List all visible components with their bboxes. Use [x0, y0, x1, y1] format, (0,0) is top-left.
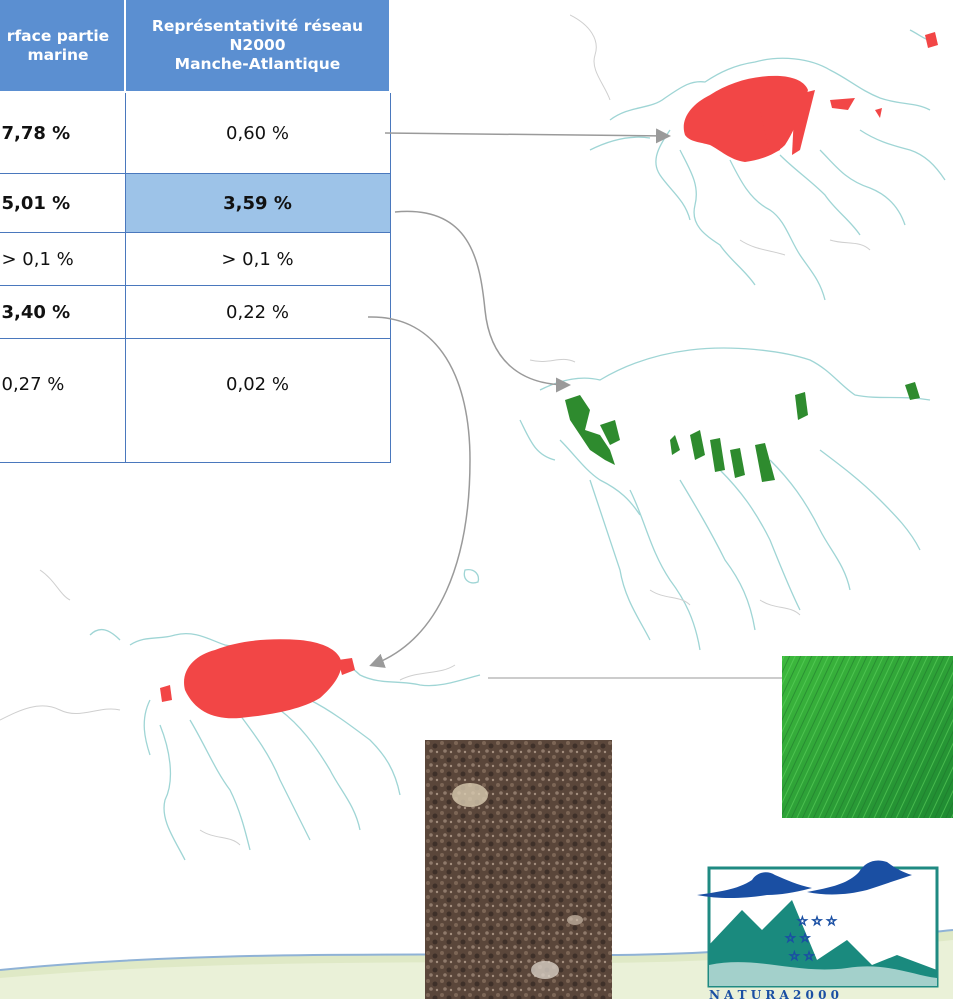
svg-text:☆ ☆ ☆: ☆ ☆ ☆ — [797, 914, 837, 928]
arrow-to-top-map — [384, 128, 671, 144]
bird-icon — [807, 860, 912, 895]
map-bottom-red-habitat — [0, 569, 481, 861]
seagrass-photo — [782, 656, 953, 818]
cell-representativite: 0,02 % — [124, 338, 391, 463]
arrow-to-middle-map — [394, 210, 571, 393]
map-middle-green-habitat — [519, 347, 931, 651]
table-row: 7,78 % 0,60 % — [0, 91, 391, 174]
cell-surface: > 0,1 % — [0, 232, 126, 286]
table-row: > 0,1 % > 0,1 % — [0, 232, 391, 286]
natura-2000-logo: ☆ ☆ ☆ ☆ ☆ ☆ ☆ N A T U R A 2 0 0 0 — [697, 860, 939, 999]
maerl-sediment-photo — [425, 740, 612, 999]
cell-representativite: > 0,1 % — [124, 232, 391, 286]
header-surface-marine: rface partie marine — [0, 0, 126, 93]
cell-representativite: 0,60 % — [124, 91, 391, 174]
svg-text:☆ ☆: ☆ ☆ — [789, 949, 814, 963]
cell-surface: 7,78 % — [0, 91, 126, 174]
eu-stars-icon: ☆ ☆ ☆ ☆ ☆ ☆ ☆ — [785, 914, 838, 964]
arrow-to-bottom-map — [367, 316, 471, 668]
table-row: 5,01 % 3,59 % — [0, 173, 391, 233]
table-header-row: rface partie marine Représentativité rés… — [0, 0, 391, 93]
table-row: 0,27 % 0,02 % — [0, 338, 391, 463]
cell-representativite: 0,22 % — [124, 285, 391, 339]
header-representativite: Représentativité réseau N2000 Manche-Atl… — [124, 0, 391, 93]
cell-surface: 5,01 % — [0, 173, 126, 233]
cell-surface: 0,27 % — [0, 338, 126, 463]
cell-representativite-highlighted: 3,59 % — [124, 173, 391, 233]
table-row: 3,40 % 0,22 % — [0, 285, 391, 339]
cell-surface: 3,40 % — [0, 285, 126, 339]
svg-text:☆ ☆: ☆ ☆ — [785, 931, 810, 945]
habitat-table: rface partie marine Représentativité rés… — [0, 0, 391, 463]
map-top-red-habitat — [570, 14, 946, 301]
bird-icon — [697, 872, 812, 899]
logo-text: N A T U R A 2 0 0 0 — [709, 988, 839, 999]
